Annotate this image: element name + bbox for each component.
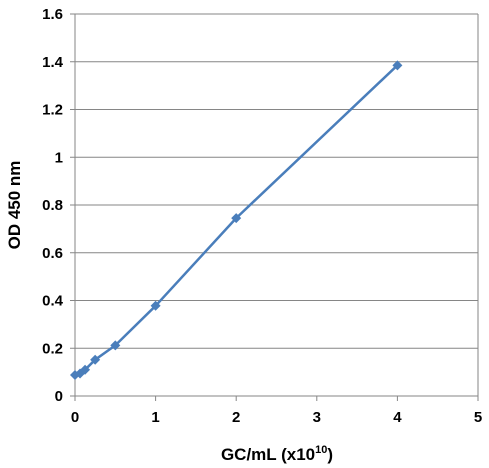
y-tick-label: 1.4 [42,54,64,71]
data-point [90,354,101,365]
y-tick-label: 1.2 [42,102,63,119]
y-tick-label: 0.4 [42,293,64,310]
data-point [110,340,121,351]
y-tick-label: 1 [55,149,63,166]
x-axis-title-superscript: 10 [315,444,327,456]
x-tick-label: 2 [232,409,240,426]
x-tick-label: 0 [71,409,79,426]
x-tick-label: 4 [393,409,402,426]
y-axis-title: OD 450 nm [5,161,24,250]
x-tick-label: 1 [151,409,159,426]
tick-labels: 0 0.2 0.4 0.6 0.8 1 1.2 1.4 1.6 0 1 2 3 4 5 [42,6,482,426]
y-tick-label: 0.8 [42,197,63,214]
data-point [392,60,403,71]
x-axis-title-main: GC/mL (x10 [221,445,315,464]
x-axis-title: GC/mL (x1010) [221,444,333,464]
data-point [231,213,242,224]
data-point [150,300,161,311]
y-tick-label: 0.2 [42,340,63,357]
x-tick-label: 5 [474,409,482,426]
gridlines [75,13,478,349]
axes [70,13,479,401]
x-axis-title-suffix: ) [327,445,333,464]
x-tick-label: 3 [313,409,321,426]
y-tick-label: 0.6 [42,245,63,262]
data-point [80,364,91,375]
y-tick-label: 1.6 [42,6,63,23]
data-series [70,60,403,380]
y-tick-label: 0 [55,388,63,405]
